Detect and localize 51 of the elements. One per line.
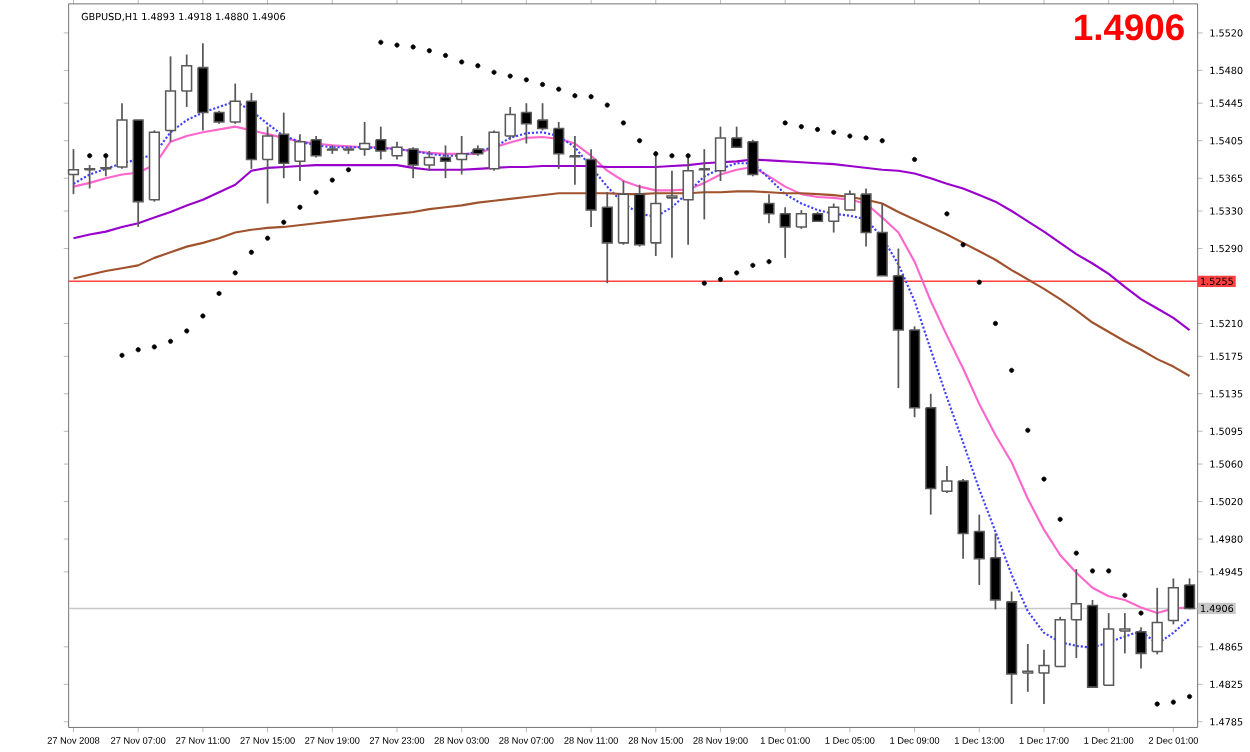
candlestick [294, 132, 306, 182]
candlestick [407, 146, 419, 179]
candlestick [795, 208, 807, 230]
candlestick [1054, 615, 1066, 668]
candlestick [650, 149, 662, 257]
candlestick [84, 163, 96, 190]
candlestick [763, 192, 775, 224]
candlestick [423, 149, 435, 172]
candlestick [116, 102, 128, 170]
candlestick [359, 120, 371, 157]
candlestick [456, 134, 468, 176]
candlestick [278, 111, 290, 179]
candlestick [375, 125, 387, 161]
candlestick [682, 154, 694, 246]
candlestick [536, 102, 549, 131]
candlestick [989, 532, 1002, 610]
candlestick [601, 191, 613, 284]
candlestick [310, 134, 322, 159]
candlestick [261, 125, 274, 205]
candlestick [973, 513, 985, 586]
candlestick [747, 138, 759, 177]
candlestick [1151, 586, 1163, 655]
annotation: 1.4906 [1075, 14, 1184, 41]
candlestick [1183, 577, 1196, 610]
candlestick [100, 154, 112, 177]
candlestick [698, 147, 710, 221]
candlestick [181, 53, 193, 108]
candlestick [779, 206, 791, 259]
candlestick [1119, 611, 1131, 654]
candlestick [876, 202, 888, 277]
candlestick [504, 105, 516, 141]
candlestick [1167, 577, 1180, 625]
candlestick [1022, 642, 1034, 693]
candlestick [666, 169, 678, 259]
candlestick [941, 464, 953, 494]
candlestick [488, 129, 500, 172]
candlestick [520, 102, 533, 145]
candlestick [844, 189, 856, 211]
candlestick [828, 202, 840, 234]
candlestick [1135, 625, 1147, 669]
candlestick [714, 125, 727, 182]
candlestick [67, 147, 80, 195]
candlestick [164, 55, 177, 143]
candlestick [1070, 567, 1082, 659]
candlestick [229, 82, 241, 125]
candlestick [860, 187, 872, 248]
candlestick [439, 144, 452, 179]
candlestick [553, 120, 565, 170]
candlestick [731, 125, 743, 148]
candlestick [1038, 648, 1050, 705]
candlestick [197, 42, 209, 131]
